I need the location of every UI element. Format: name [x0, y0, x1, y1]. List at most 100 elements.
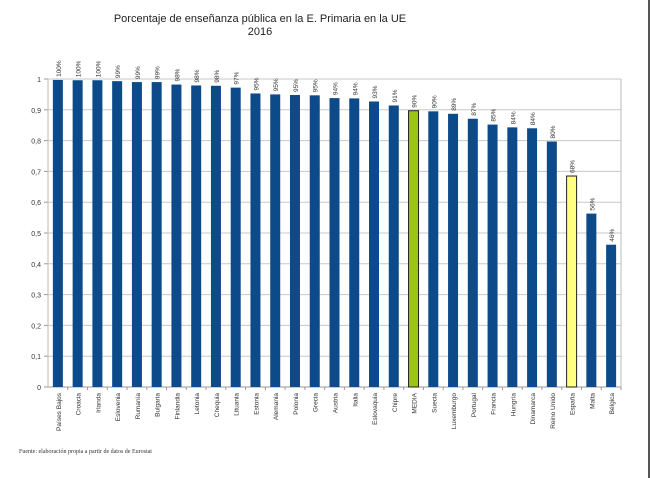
y-tick-label: 0,3: [31, 293, 41, 300]
bar-alemania: [270, 94, 281, 388]
x-tick-label: Polonia: [293, 393, 300, 415]
x-tick-label: Portugal: [471, 392, 478, 417]
bar-irlanda: [92, 80, 103, 388]
data-label: 95%: [253, 77, 260, 90]
data-label: 90%: [412, 94, 419, 107]
x-tick-label: Chequia: [214, 393, 221, 418]
bar-dinamarca: [527, 128, 538, 387]
data-label: 94%: [333, 82, 340, 95]
x-tick-label: Suecia: [431, 393, 438, 413]
x-tick-label: Letonia: [194, 393, 201, 415]
data-label: 87%: [471, 103, 478, 116]
x-tick-label: Italia: [352, 393, 359, 407]
data-label: 99%: [115, 65, 122, 78]
x-tick-label: MEDIA: [412, 392, 419, 413]
x-tick-label: Lituania: [234, 393, 241, 416]
x-tick-label: Dinamarca: [530, 393, 537, 425]
bar-portugal: [467, 118, 478, 388]
bar-reino-unido: [546, 141, 557, 387]
source-note: Fuente: elaboración propia a partir de d…: [19, 449, 152, 455]
data-label: 99%: [155, 66, 162, 79]
bar-polonia: [289, 95, 300, 388]
bar-letonia: [191, 85, 202, 387]
chart-title: Porcentaje de enseñanza pública en la E.…: [113, 13, 407, 25]
x-tick-label: Reino Unido: [550, 393, 557, 429]
bar-hungría: [507, 127, 518, 387]
data-label: 46%: [609, 228, 616, 241]
data-label: 98%: [214, 70, 221, 83]
data-label: 97%: [234, 71, 241, 84]
x-tick-label: Irlanda: [95, 393, 102, 413]
data-label: 84%: [530, 112, 537, 125]
x-tick-label: España: [570, 393, 577, 415]
y-tick-label: 0,9: [31, 108, 41, 115]
bar-malta: [586, 213, 597, 387]
x-tick-label: Malta: [589, 393, 596, 409]
data-label: 100%: [56, 60, 63, 77]
data-label: 98%: [194, 69, 201, 82]
bar-media: [408, 110, 420, 388]
bar-eslovaquia: [369, 101, 380, 387]
bar-bélgica: [606, 244, 617, 387]
data-label: 95%: [293, 79, 300, 92]
y-tick-label: 0: [37, 385, 41, 392]
x-tick-label: Estonia: [253, 393, 260, 415]
x-tick-label: Hungría: [510, 393, 517, 417]
y-tick-label: 0,1: [31, 354, 41, 361]
x-tick-label: Finlandia: [174, 393, 181, 420]
bar-eslovenia: [112, 81, 123, 387]
x-tick-label: Luxemburgo: [451, 393, 458, 430]
bar-estonia: [250, 93, 261, 387]
x-tick-label: Alemania: [273, 393, 280, 420]
data-label: 68%: [570, 160, 577, 173]
x-tick-label: Países Bajos: [56, 392, 63, 431]
x-tick-label: Chipre: [392, 393, 399, 413]
data-label: 84%: [510, 111, 517, 124]
x-tick-label: Eslovenia: [115, 393, 122, 422]
bar-rumanía: [131, 82, 142, 387]
x-tick-label: Austria: [333, 393, 340, 414]
x-tick-label: Francia: [491, 393, 498, 415]
bar-italia: [349, 98, 360, 388]
data-label: 98%: [174, 68, 181, 81]
bar-luxemburgo: [448, 113, 459, 387]
bar-suecia: [428, 111, 439, 387]
x-tick-label: Croacia: [76, 393, 83, 416]
y-tick-label: 0,5: [31, 231, 41, 238]
chart-subtitle: 2016: [247, 26, 273, 38]
data-label: 95%: [313, 79, 320, 92]
bar-países-bajos: [52, 79, 63, 387]
bar-croacia: [72, 80, 83, 388]
x-tick-label: Bulgaria: [155, 393, 162, 417]
x-tick-label: Grecia: [313, 393, 320, 413]
y-tick-label: 0,8: [31, 139, 41, 146]
data-label: 93%: [372, 85, 379, 98]
data-label: 91%: [392, 89, 399, 102]
data-label: 100%: [76, 60, 83, 77]
data-label: 95%: [273, 78, 280, 91]
y-tick-label: 0,6: [31, 200, 41, 207]
x-tick-label: Bélgica: [609, 393, 616, 415]
bar-chipre: [388, 105, 399, 387]
bar-chequia: [210, 85, 221, 387]
bar-bulgaria: [151, 82, 162, 387]
data-label: 90%: [431, 95, 438, 108]
data-label: 85%: [491, 108, 498, 121]
y-tick-label: 1: [37, 77, 41, 84]
data-label: 100%: [95, 60, 102, 77]
y-tick-label: 0,2: [31, 323, 41, 330]
page-border: [648, 0, 650, 478]
bar-austria: [329, 98, 340, 387]
data-label: 80%: [550, 125, 557, 138]
data-label: 94%: [352, 82, 359, 95]
y-tick-label: 0,4: [31, 262, 41, 269]
x-tick-label: Rumanía: [135, 393, 142, 420]
chart-title-block: Porcentaje de enseñanza pública en la E.…: [0, 13, 520, 39]
bar-grecia: [309, 95, 320, 387]
x-tick-label: Eslovaquia: [372, 393, 379, 425]
bar-francia: [487, 124, 498, 388]
data-label: 99%: [135, 66, 142, 79]
data-label: 89%: [451, 98, 458, 111]
bar-finlandia: [171, 84, 182, 387]
